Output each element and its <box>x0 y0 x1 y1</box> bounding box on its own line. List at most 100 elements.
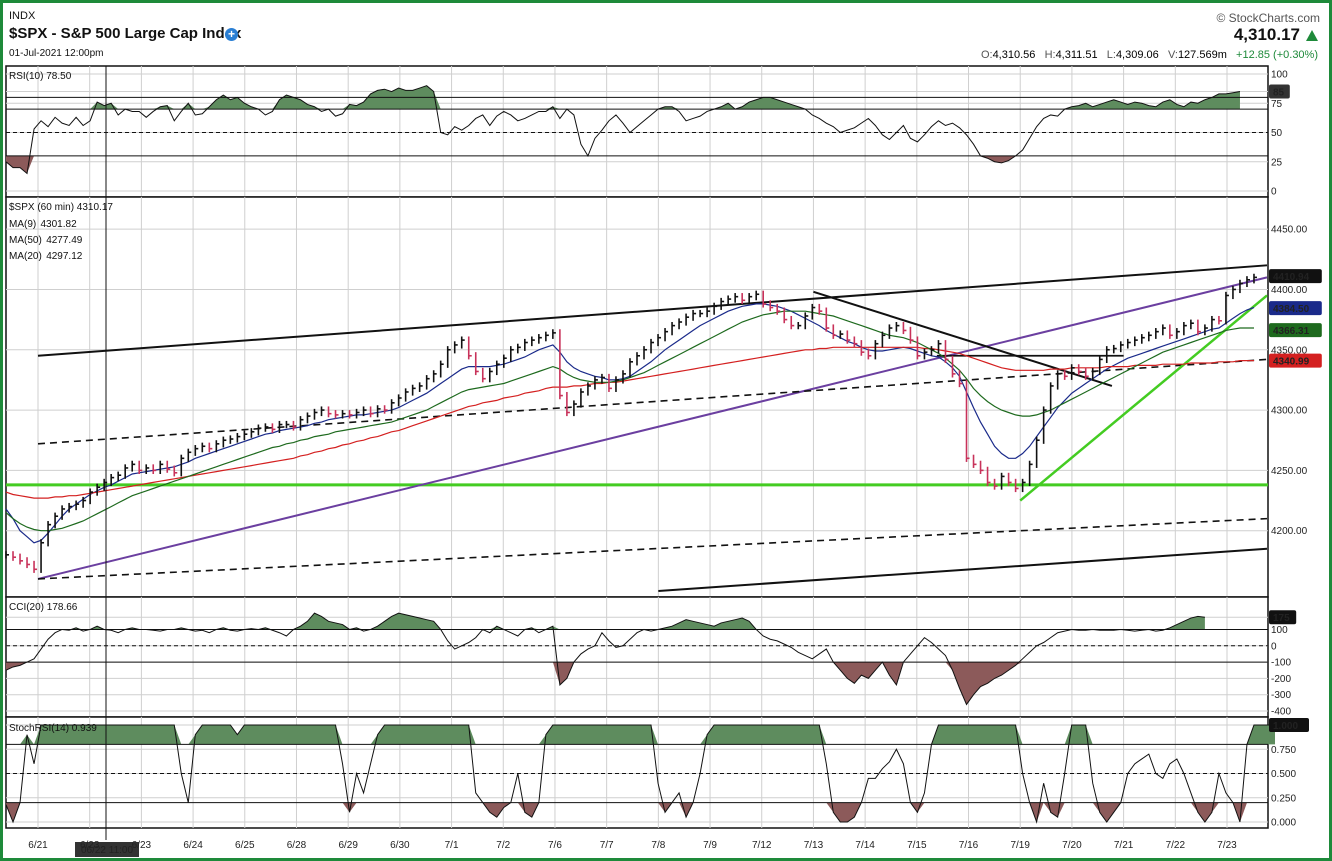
price-bar <box>650 338 655 354</box>
price-bar <box>692 309 697 321</box>
price-bar <box>152 464 157 474</box>
stochrsi-badge-text: 1.000 <box>1273 721 1298 732</box>
cci-oversold-fill <box>6 662 1205 705</box>
price-bar <box>1112 344 1117 354</box>
price-bar <box>1133 336 1138 347</box>
y-tick-label-price: 4450.00 <box>1271 225 1308 236</box>
ma20-badge-text: 4366.31 <box>1273 326 1310 337</box>
y-tick-label-price: 4400.00 <box>1271 285 1308 296</box>
price-bar <box>26 557 31 569</box>
cci-badge-bg <box>1269 610 1297 625</box>
price-bar <box>1246 276 1250 288</box>
plus-circle-icon[interactable]: + <box>225 28 238 41</box>
price-badge-text: 4410.94 <box>1273 272 1310 283</box>
price-bar <box>488 367 493 383</box>
ma50-badge-bg <box>1269 353 1322 368</box>
price-bar <box>271 423 276 433</box>
open-value: 4,310.56 <box>992 49 1036 61</box>
price-bar <box>341 410 346 419</box>
crosshair-label: 06/22 11:00 <box>75 842 139 857</box>
price-bar <box>741 293 746 304</box>
price-bar <box>993 478 998 490</box>
ma-line-2 <box>5 310 1254 532</box>
x-tick-label: 7/2 <box>496 840 510 851</box>
price-bar <box>194 445 199 456</box>
price-bar <box>229 435 234 444</box>
up-triangle-icon <box>1306 30 1318 41</box>
price-bar <box>306 412 311 424</box>
price-bar <box>334 410 339 419</box>
y-tick-label-price: 4250.00 <box>1271 466 1308 477</box>
price-bar <box>453 341 458 354</box>
price-bar <box>362 406 367 417</box>
price-bar <box>460 336 465 349</box>
ma20-legend-name: MA(20) <box>9 251 42 262</box>
price-bar <box>1126 338 1131 349</box>
dashed-channel-lower <box>37 517 1268 580</box>
price-bar <box>874 340 879 360</box>
price-bar <box>818 303 823 315</box>
price-bar <box>124 464 129 479</box>
stochrsi-badge-bg <box>1269 718 1309 732</box>
y-tick-label-cci: 100 <box>1271 625 1288 636</box>
price-bar <box>1084 367 1089 380</box>
volume-value: 127.569m <box>1177 49 1227 61</box>
price-bar <box>173 465 178 477</box>
rsi-line <box>5 85 1241 175</box>
x-tick-label: 7/13 <box>804 840 824 851</box>
y-tick-label-cci: -100 <box>1271 658 1291 669</box>
price-bar <box>853 336 858 348</box>
price-bar <box>33 560 38 573</box>
price-bar <box>1049 382 1054 414</box>
price-bar <box>355 408 360 419</box>
price-bar <box>495 360 500 376</box>
price-bar <box>811 303 816 320</box>
x-tick-label: 7/22 <box>1166 840 1186 851</box>
ma50-legend-name: MA(50) <box>9 235 42 246</box>
green-rising-trendline <box>1019 294 1268 502</box>
ma9-badge-text: 4384.50 <box>1273 304 1310 315</box>
price-bar <box>580 388 584 408</box>
price-bar <box>909 326 914 344</box>
price-bar <box>1077 364 1082 376</box>
y-tick-label-stochrsi: 0.750 <box>1271 745 1296 756</box>
stochrsi-legend: StochRSI(14) 0.939 <box>9 723 97 734</box>
price-bar <box>1000 472 1005 490</box>
exchange-label: INDX <box>9 10 36 22</box>
price-bar <box>474 352 479 376</box>
price-bar <box>222 436 227 448</box>
stochrsi-badge: 1.000 <box>1269 718 1309 732</box>
x-tick-label: 7/6 <box>548 840 562 851</box>
price-bar <box>54 512 59 529</box>
price-bar <box>888 324 893 339</box>
price-bar <box>769 300 774 312</box>
price-bar <box>1190 319 1194 330</box>
price-bar <box>89 488 94 505</box>
price-bar <box>1225 291 1229 325</box>
price-bar <box>1169 324 1173 339</box>
x-tick-label: 7/20 <box>1062 840 1082 851</box>
brand-label[interactable]: © StockCharts.com <box>1216 11 1320 25</box>
x-tick-label: 7/7 <box>600 840 614 851</box>
y-tick-label-rsi: 75 <box>1271 99 1283 110</box>
price-bar <box>1014 478 1019 493</box>
x-tick-label: 6/25 <box>235 840 255 851</box>
y-tick-label-cci: 0 <box>1271 641 1277 652</box>
price-bar <box>1035 436 1040 468</box>
price-bar <box>1197 319 1201 336</box>
price-bar <box>804 312 809 330</box>
price-bar <box>1007 472 1012 487</box>
price-bar <box>180 454 185 477</box>
ma20-badge-bg <box>1269 323 1322 338</box>
price-bar <box>797 322 802 330</box>
price-bar <box>1021 478 1026 493</box>
price-bar <box>1211 315 1215 332</box>
x-tick-label: 6/23 <box>132 840 152 851</box>
x-tick-label: 6/23 <box>80 840 100 851</box>
x-tick-label: 7/15 <box>907 840 927 851</box>
price-bar <box>629 358 633 378</box>
y-tick-label-cci: -300 <box>1271 690 1291 701</box>
price-bar <box>972 454 977 468</box>
price-bar <box>187 448 192 462</box>
